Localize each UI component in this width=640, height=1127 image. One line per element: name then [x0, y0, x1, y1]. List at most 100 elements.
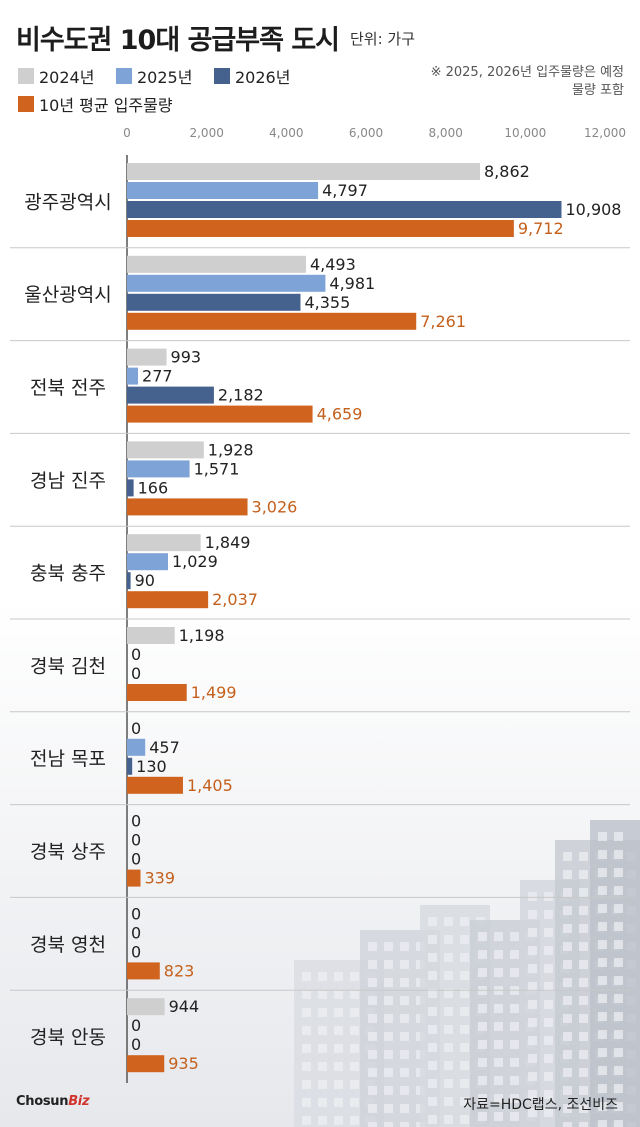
x-tick-label: 2,000 — [189, 126, 223, 140]
bar — [127, 255, 306, 273]
bar — [127, 293, 301, 311]
data-label: 277 — [142, 367, 173, 386]
logo-main-text: Chosun — [16, 1094, 69, 1109]
legend-swatch — [214, 68, 230, 84]
bar — [127, 274, 326, 292]
data-label: 4,493 — [310, 255, 356, 274]
bar — [127, 1055, 165, 1073]
bar — [127, 869, 141, 887]
data-label: 1,499 — [191, 683, 237, 702]
data-label: 90 — [135, 571, 155, 590]
category-label: 경북 안동 — [30, 1027, 106, 1049]
x-tick-label: 4,000 — [269, 126, 303, 140]
data-label: 0 — [131, 923, 141, 942]
bar — [127, 479, 134, 497]
bar — [127, 757, 133, 775]
bar — [127, 201, 562, 218]
bar — [127, 591, 209, 609]
data-label: 4,355 — [304, 293, 350, 312]
category-label: 전남 목포 — [30, 748, 106, 770]
legend-item-2024: 2024년 — [18, 64, 94, 88]
bar — [127, 498, 248, 516]
bar — [127, 684, 187, 701]
chart-title: 비수도권 10대 공급부족 도시 — [16, 25, 340, 56]
legend-label: 2026년 — [235, 68, 291, 87]
data-label: 9,712 — [518, 219, 564, 238]
data-label: 3,026 — [252, 497, 298, 516]
data-label: 1,571 — [194, 459, 240, 478]
logo-biz-text: Biz — [68, 1094, 90, 1109]
data-label: 166 — [138, 478, 169, 497]
data-label: 1,405 — [187, 776, 233, 795]
x-tick-label: 6,000 — [349, 126, 383, 140]
legend-swatch — [18, 68, 34, 84]
publisher-logo: ChosunBiz — [16, 1094, 90, 1109]
bar — [127, 627, 175, 644]
bar — [127, 776, 183, 794]
bar — [127, 312, 417, 330]
bar — [127, 534, 201, 552]
data-label: 4,981 — [329, 274, 375, 293]
x-tick-label: 0 — [123, 126, 131, 140]
bar — [127, 182, 319, 199]
bar — [127, 553, 168, 571]
bar — [127, 367, 139, 385]
data-label: 4,797 — [322, 181, 368, 200]
footnote: ※ 2025, 2026년 입주물량은 예정물량 포함 — [430, 65, 624, 98]
category-label: 광주광역시 — [24, 191, 111, 213]
legend-item-2025: 2025년 — [116, 64, 192, 88]
legend-label: 2025년 — [137, 68, 193, 87]
data-label: 0 — [131, 850, 141, 869]
data-label: 1,198 — [179, 626, 225, 645]
data-label: 823 — [164, 961, 195, 980]
bar — [127, 572, 131, 590]
data-label: 0 — [131, 831, 141, 850]
legend-label: 10년 평균 입주물량 — [39, 96, 173, 115]
bar — [127, 348, 167, 366]
data-label: 339 — [145, 869, 176, 888]
data-label: 1,928 — [208, 440, 254, 459]
category-label: 경북 영천 — [30, 934, 106, 956]
category-label: 충북 충주 — [30, 563, 106, 585]
category-label: 경남 진주 — [30, 470, 106, 492]
data-label: 0 — [131, 719, 141, 738]
legend-swatch — [116, 68, 132, 84]
bar — [127, 163, 481, 180]
data-label: 2,037 — [212, 590, 258, 609]
legend-swatch — [18, 96, 34, 112]
data-label: 1,849 — [205, 533, 251, 552]
data-label: 0 — [131, 904, 141, 923]
data-label: 457 — [149, 738, 180, 757]
x-tick-label: 8,000 — [428, 126, 462, 140]
x-tick-label: 10,000 — [504, 126, 546, 140]
bar — [127, 386, 214, 404]
data-label: 2,182 — [218, 386, 264, 405]
bar — [127, 998, 165, 1016]
data-label: 0 — [131, 1016, 141, 1035]
data-label: 130 — [136, 757, 167, 776]
unit-label: 단위: 가구 — [350, 30, 416, 48]
data-label: 944 — [169, 997, 200, 1016]
category-label: 경북 상주 — [30, 841, 106, 863]
bar — [127, 738, 146, 756]
data-label: 8,862 — [484, 162, 530, 181]
legend-item-2026: 2026년 — [214, 64, 290, 88]
data-label: 0 — [131, 645, 141, 664]
bar — [127, 220, 514, 237]
data-label: 7,261 — [420, 312, 466, 331]
data-label: 993 — [171, 348, 202, 367]
source-credit: 자료=HDC랩스, 조선비즈 — [463, 1097, 618, 1113]
data-label: 10,908 — [566, 200, 622, 219]
data-label: 0 — [131, 664, 141, 683]
bar — [127, 441, 204, 459]
legend-label: 2024년 — [39, 68, 95, 87]
bar — [127, 405, 313, 423]
category-label: 경북 김천 — [30, 655, 106, 677]
x-tick-label: 12,000 — [584, 126, 626, 140]
data-label: 0 — [131, 1035, 141, 1054]
category-label: 울산광역시 — [24, 284, 111, 306]
data-label: 1,029 — [172, 552, 218, 571]
bar — [127, 460, 190, 478]
data-label: 935 — [168, 1054, 199, 1073]
